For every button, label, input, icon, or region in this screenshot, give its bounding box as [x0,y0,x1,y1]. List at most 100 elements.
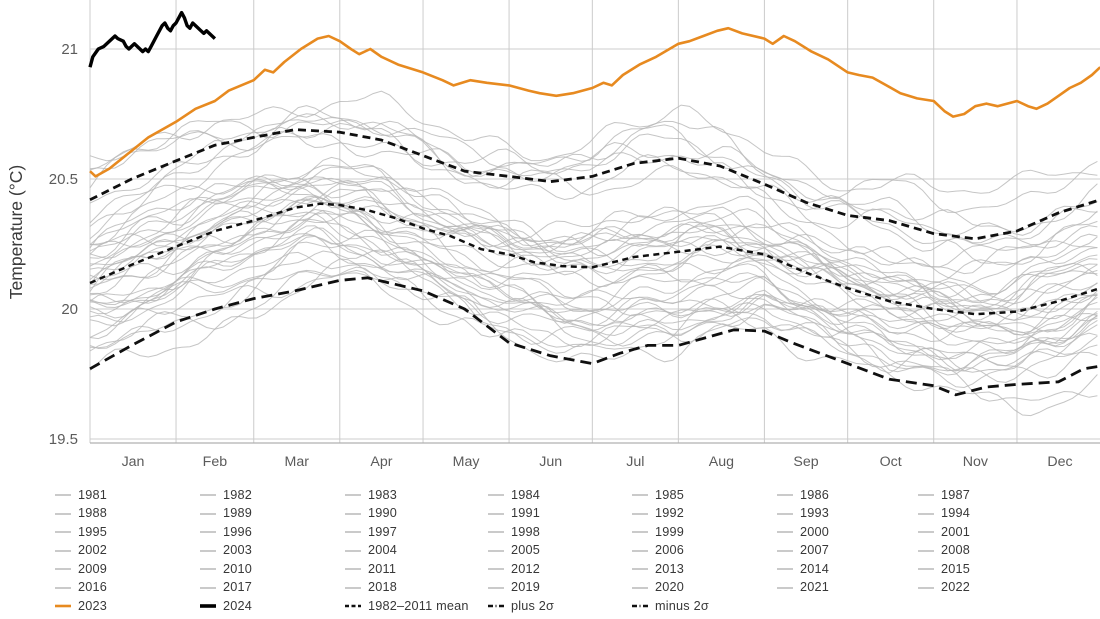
legend-label: 2013 [655,561,685,576]
x-month-label-nov: Nov [963,454,989,470]
legend-item-2021[interactable]: 2021 [777,579,918,598]
year-line-2015 [89,133,1098,275]
legend-item-1988[interactable]: 1988 [55,505,200,524]
legend-line-swatch [488,568,504,571]
year-line-1991 [89,241,1098,345]
legend-label: 2000 [800,524,830,539]
year-line-1999 [89,210,1098,355]
year-line-1996 [89,209,1098,373]
year-line-1983 [89,251,1098,343]
legend-item-2009[interactable]: 2009 [55,560,200,579]
legend-item-2012[interactable]: 2012 [488,560,632,579]
legend-label: plus 2σ [511,598,555,613]
legend-item-1984[interactable]: 1984 [488,486,632,505]
legend-item-1992[interactable]: 1992 [632,505,777,524]
legend-item-1987[interactable]: 1987 [918,486,1038,505]
legend-item-plus-2σ[interactable]: plus 2σ [488,597,632,616]
legend-line-swatch [345,531,361,534]
legend-item-1991[interactable]: 1991 [488,505,632,524]
y-tick-label-20: 20 [61,301,78,318]
legend-label: 1985 [655,487,685,502]
legend-item-1982[interactable]: 1982 [200,486,345,505]
year-line-2007 [89,210,1098,298]
legend-item-2003[interactable]: 2003 [200,542,345,561]
legend-line-swatch [777,512,793,515]
year-line-2019 [89,113,1098,237]
legend-item-1993[interactable]: 1993 [777,505,918,524]
year-line-1992 [89,234,1098,376]
legend-item-1997[interactable]: 1997 [345,523,488,542]
legend-item-2001[interactable]: 2001 [918,523,1038,542]
legend-item-2004[interactable]: 2004 [345,542,488,561]
legend-label: 2018 [368,580,398,595]
legend-item-2002[interactable]: 2002 [55,542,200,561]
legend-item-2017[interactable]: 2017 [200,579,345,598]
legend-item-2000[interactable]: 2000 [777,523,918,542]
legend-line-swatch [918,531,934,534]
legend-line-swatch [918,512,934,515]
y-axis-title: Temperature (°C) [6,165,26,299]
legend-line-swatch [345,604,361,608]
legend-item-2006[interactable]: 2006 [632,542,777,561]
legend-label: 2015 [941,561,971,576]
year-line-2009 [89,184,1098,299]
legend-line-swatch [345,586,361,589]
legend-item-1989[interactable]: 1989 [200,505,345,524]
y-tick-label-21: 21 [61,41,78,58]
legend-item-2015[interactable]: 2015 [918,560,1038,579]
legend-item-2016[interactable]: 2016 [55,579,200,598]
legend-item-2014[interactable]: 2014 [777,560,918,579]
legend-label: 1994 [941,506,971,521]
legend-label: 2008 [941,543,971,558]
x-month-label-jul: Jul [626,454,644,470]
legend-label: 2011 [368,561,397,576]
legend-item-1981[interactable]: 1981 [55,486,200,505]
legend-line-swatch [918,549,934,552]
legend-label: 1993 [800,506,830,521]
legend-item-2008[interactable]: 2008 [918,542,1038,561]
x-month-label-apr: Apr [370,454,392,470]
legend-item-1996[interactable]: 1996 [200,523,345,542]
legend-label: 2006 [655,543,685,558]
legend-item-1983[interactable]: 1983 [345,486,488,505]
axis-labels: 21 20.5 20 19.5 Jan Feb Mar Apr May Jun Jul Aug Sep O… [49,41,1073,470]
legend-item-1985[interactable]: 1985 [632,486,777,505]
legend-label: 1995 [78,524,108,539]
legend-line-swatch [345,494,361,497]
legend-item-1982–2011-mean[interactable]: 1982–2011 mean [345,597,488,616]
series-line-2023 [89,26,1100,178]
legend-line-swatch [488,586,504,589]
legend-label: 2024 [223,598,253,613]
legend-item-2020[interactable]: 2020 [632,579,777,598]
legend-item-1995[interactable]: 1995 [55,523,200,542]
legend-item-1999[interactable]: 1999 [632,523,777,542]
legend-item-1998[interactable]: 1998 [488,523,632,542]
legend-label: 2017 [223,580,253,595]
legend-item-2023[interactable]: 2023 [55,597,200,616]
legend-item-2011[interactable]: 2011 [345,560,488,579]
legend-label: 1987 [941,487,971,502]
legend-line-swatch [632,549,648,552]
legend-line-swatch [55,549,71,552]
year-line-1984 [89,269,1098,383]
legend-line-swatch [918,568,934,571]
legend-label: 2007 [800,543,830,558]
legend-item-2007[interactable]: 2007 [777,542,918,561]
legend-item-1986[interactable]: 1986 [777,486,918,505]
legend-item-2005[interactable]: 2005 [488,542,632,561]
legend-item-2018[interactable]: 2018 [345,579,488,598]
legend-item-1990[interactable]: 1990 [345,505,488,524]
legend-item-1994[interactable]: 1994 [918,505,1038,524]
legend-item-2019[interactable]: 2019 [488,579,632,598]
legend-line-swatch [632,531,648,534]
legend-line-swatch [55,604,71,608]
legend-line-swatch [918,494,934,497]
legend-item-minus-2σ[interactable]: minus 2σ [632,597,777,616]
legend-item-2013[interactable]: 2013 [632,560,777,579]
year-line-1988 [89,225,1098,372]
legend-item-2010[interactable]: 2010 [200,560,345,579]
legend-item-2022[interactable]: 2022 [918,579,1038,598]
legend-item-2024[interactable]: 2024 [200,597,345,616]
legend-line-swatch [200,586,216,589]
legend-line-swatch [918,586,934,589]
